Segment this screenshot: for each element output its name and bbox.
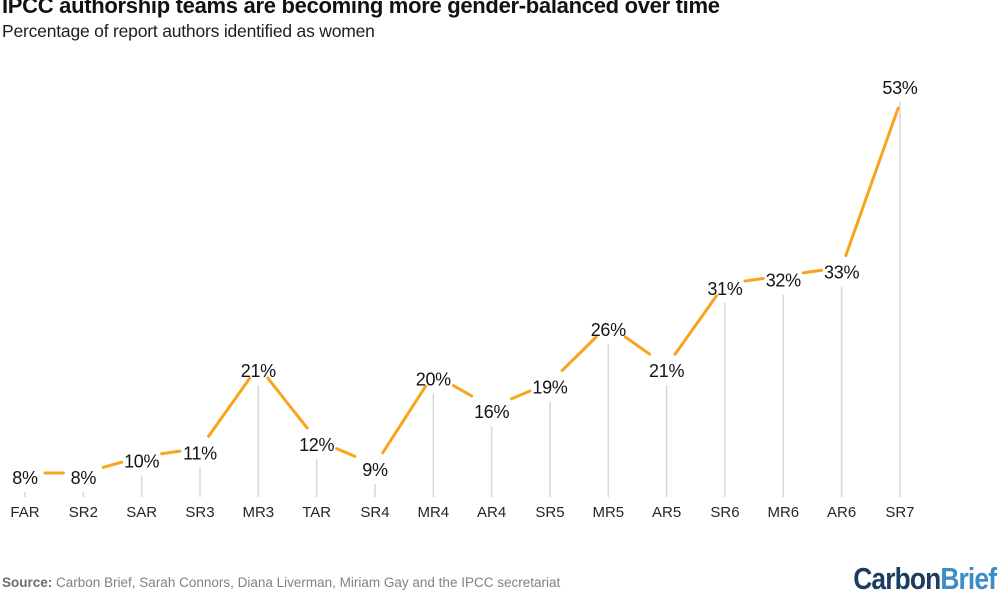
x-axis-label: SR5 (535, 504, 564, 521)
data-point-label: 10% (124, 452, 159, 472)
logo-brief: Brief (940, 561, 997, 596)
x-axis-label: SR3 (185, 504, 214, 521)
line-segment (381, 384, 428, 455)
line-segment (801, 268, 824, 275)
x-axis-label: SR7 (885, 504, 914, 521)
x-axis-label: AR6 (827, 504, 856, 521)
data-point-label: 53% (882, 78, 917, 98)
line-segment (451, 384, 474, 398)
data-point-label: 21% (241, 361, 276, 381)
data-point-label: 19% (532, 378, 567, 398)
chart-subtitle: Percentage of report authors identified … (2, 21, 375, 41)
data-point-label: 21% (649, 361, 684, 381)
line-segment (101, 460, 124, 469)
chart-title: IPCC authorship teams are becoming more … (2, 0, 720, 18)
carbonbrief-logo: CarbonBrief (853, 561, 997, 596)
line-segment (510, 389, 532, 401)
logo-carbon: Carbon (853, 561, 941, 596)
x-axis-label: SR2 (69, 504, 98, 521)
x-axis-label: SR4 (360, 504, 389, 521)
x-axis-label: MR5 (592, 504, 624, 521)
data-point-label: 12% (299, 435, 334, 455)
data-point-label: 20% (416, 369, 451, 389)
line-segment (623, 335, 652, 356)
data-point-label: 9% (362, 460, 388, 480)
line-segment (266, 376, 309, 430)
x-axis-label: MR3 (242, 504, 274, 521)
line-segment (743, 276, 765, 283)
source-text: Carbon Brief, Sarah Connors, Diana Liver… (52, 575, 561, 590)
x-axis-label: AR4 (477, 504, 506, 521)
line-segment (160, 449, 182, 456)
data-point-label: 8% (71, 468, 97, 488)
source-note: Source: Carbon Brief, Sarah Connors, Dia… (2, 575, 560, 590)
x-axis-label: MR6 (767, 504, 799, 521)
x-axis-label: SR6 (710, 504, 739, 521)
line-segment (844, 106, 900, 257)
data-point-label: 16% (474, 402, 509, 422)
data-point-label: 31% (707, 279, 742, 299)
x-axis-label: FAR (10, 504, 39, 521)
x-axis-label: MR4 (417, 504, 449, 521)
x-axis-label: TAR (302, 504, 331, 521)
data-point-label: 8% (12, 468, 38, 488)
line-segment (560, 335, 598, 373)
line-segment (673, 294, 718, 356)
data-point-label: 11% (183, 443, 217, 463)
data-point-label: 32% (766, 271, 801, 291)
x-axis-label: SAR (126, 504, 157, 521)
data-point-label: 26% (591, 320, 626, 340)
line-chart: 8% 8% 10% 11% 21% 12% 9% 20% 16% 19% 26% 21% 31% 32% 3… (10, 78, 918, 521)
x-axis-label: AR5 (652, 504, 681, 521)
line-segment (335, 447, 357, 458)
data-point-label: 33% (824, 262, 859, 282)
source-label: Source: (2, 575, 53, 590)
line-segment (207, 376, 252, 438)
